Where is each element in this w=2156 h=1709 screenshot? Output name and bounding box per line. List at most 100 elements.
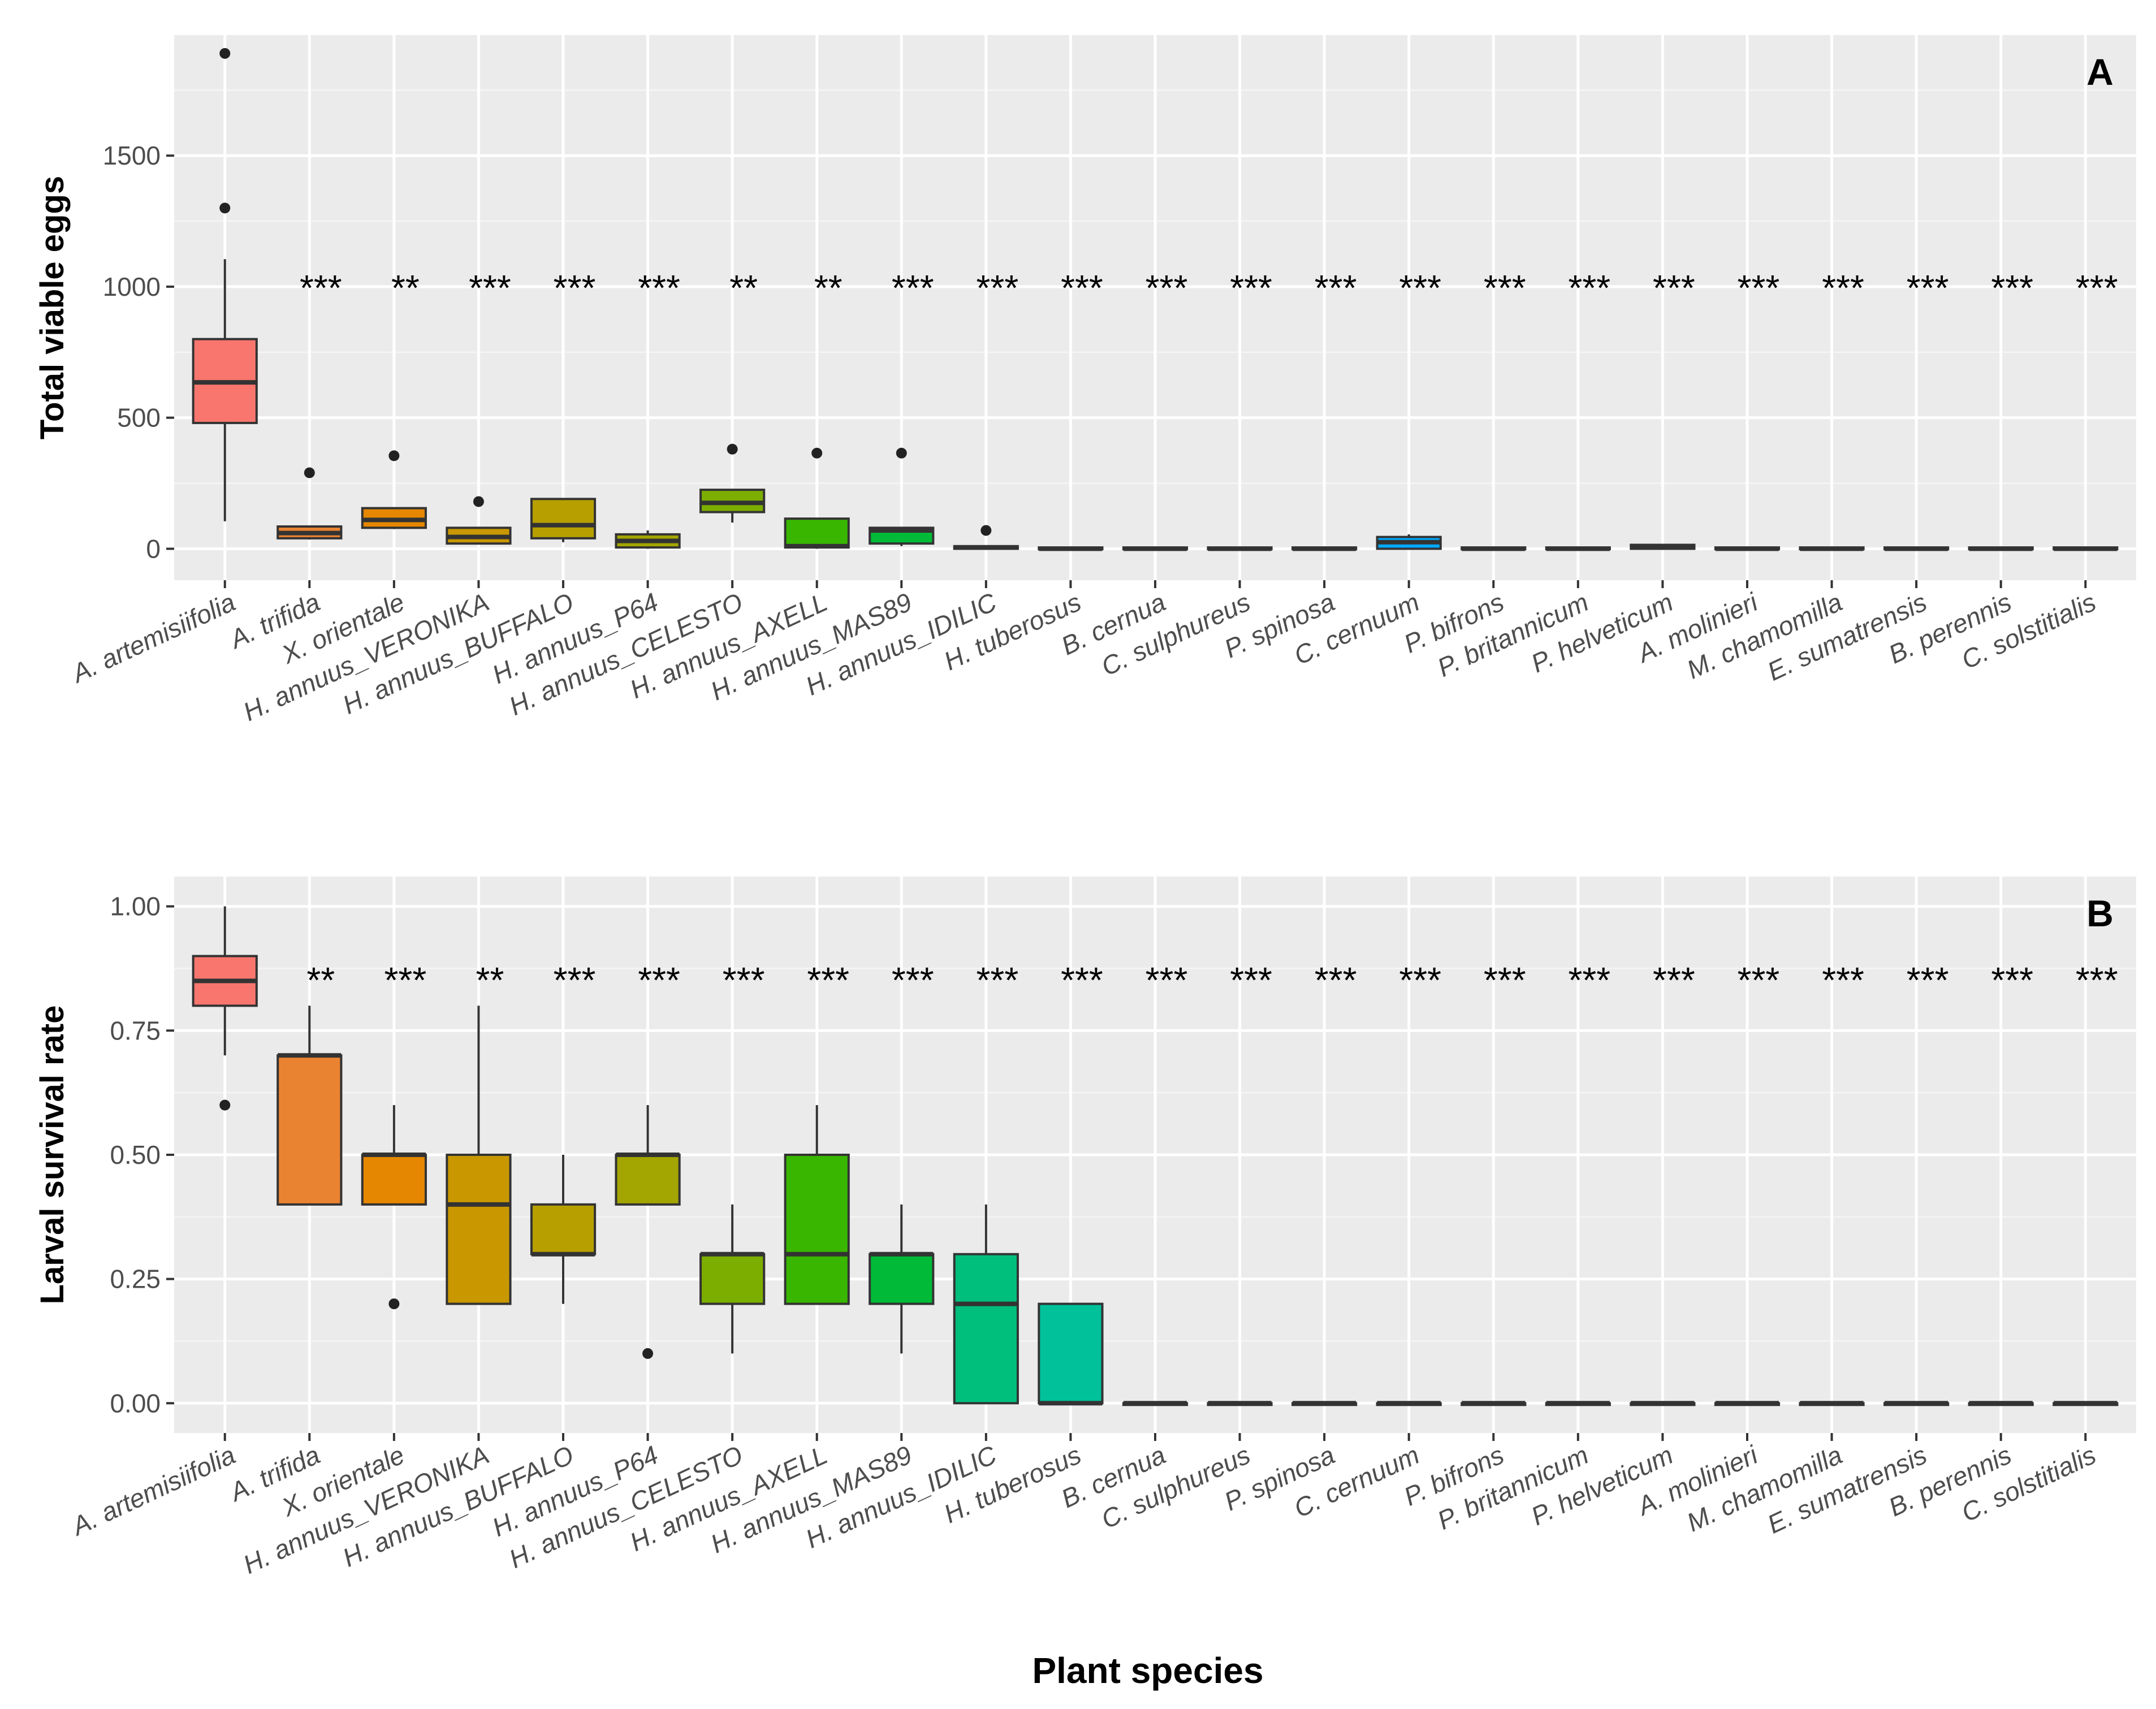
significance-h-annuus-buffalo: *** <box>554 960 596 1000</box>
significance-h-annuus-buffalo: *** <box>554 267 596 308</box>
box-c-solstitialis <box>2053 1401 2119 1406</box>
box-b-cernua <box>1122 546 1189 551</box>
box-p-bifrons <box>1461 546 1527 551</box>
box-m-chamomilla <box>1799 1401 1865 1406</box>
box-iqr <box>276 1054 343 1206</box>
box-h-annuus-celesto <box>699 443 766 523</box>
box-h-annuus-buffalo <box>530 1155 597 1304</box>
box-a-molinieri <box>1714 546 1781 551</box>
outlier-point <box>388 1298 400 1310</box>
panel-label: A <box>2086 51 2114 93</box>
significance-c-solstitialis: *** <box>2076 267 2118 308</box>
box-c-solstitialis <box>2053 546 2119 551</box>
x-axis-title: Plant species <box>1032 1650 1263 1691</box>
box-a-artemisiifolia <box>192 906 258 1111</box>
box-iqr <box>361 1154 427 1206</box>
box-c-cernuum <box>1376 1401 1442 1406</box>
y-tick-label: 1.00 <box>110 892 161 921</box>
significance-m-chamomilla: *** <box>1822 267 1864 308</box>
box-b-cernua <box>1122 1401 1189 1406</box>
significance-h-annuus-axell: *** <box>807 960 849 1000</box>
box-h-annuus-p64 <box>615 1105 681 1359</box>
box-p-helveticum <box>1630 543 1696 550</box>
significance-h-annuus-p64: *** <box>638 267 680 308</box>
box-iqr <box>784 1154 850 1305</box>
significance-m-chamomilla: *** <box>1822 960 1864 1000</box>
box-h-annuus-veronika <box>446 1005 512 1305</box>
y-tick-label: 1500 <box>103 141 161 170</box>
significance-p-helveticum: *** <box>1653 960 1695 1000</box>
significance-h-tuberosus: *** <box>1061 960 1103 1000</box>
box-h-tuberosus <box>1038 546 1104 551</box>
significance-p-britannicum: *** <box>1568 960 1610 1000</box>
significance-p-britannicum: *** <box>1568 267 1610 308</box>
significance-c-solstitialis: *** <box>2076 960 2118 1000</box>
significance-b-cernua: *** <box>1146 960 1188 1000</box>
box-h-annuus-buffalo <box>530 498 597 542</box>
significance-p-bifrons: *** <box>1484 960 1526 1000</box>
box-iqr <box>869 1253 935 1305</box>
box-iqr <box>446 1154 512 1305</box>
box-b-perennis <box>1968 1401 2034 1406</box>
box-c-sulphureus <box>1207 1401 1273 1406</box>
box-h-annuus-idilic <box>953 525 1019 550</box>
y-tick-label: 500 <box>117 403 161 433</box>
significance-c-sulphureus: *** <box>1230 267 1272 308</box>
box-x-orientale <box>361 1105 427 1310</box>
box-h-annuus-veronika <box>446 496 512 545</box>
outlier-point <box>980 525 992 536</box>
box-m-chamomilla <box>1799 546 1865 551</box>
box-h-annuus-axell <box>784 1105 850 1305</box>
y-axis-title: Larval survival rate <box>34 1005 71 1305</box>
box-iqr <box>530 1203 597 1255</box>
box-x-orientale <box>361 450 427 529</box>
significance-b-perennis: *** <box>1991 960 2033 1000</box>
box-p-bifrons <box>1461 1401 1527 1406</box>
significance-h-annuus-mas89: *** <box>892 267 934 308</box>
box-iqr <box>1038 1302 1104 1405</box>
significance-h-annuus-celesto: ** <box>729 267 758 308</box>
significance-h-annuus-celesto: *** <box>723 960 765 1000</box>
box-a-trifida <box>276 1005 343 1206</box>
significance-c-cernuum: *** <box>1399 267 1441 308</box>
box-a-artemisiifolia <box>192 48 258 521</box>
y-tick-label: 0.50 <box>110 1140 161 1169</box>
y-tick-label: 0.25 <box>110 1265 161 1294</box>
outlier-point <box>304 467 315 478</box>
panel-b: 0.000.250.500.751.00A. artemisiifoliaA. … <box>34 877 2136 1579</box>
significance-x-orientale: *** <box>384 960 427 1000</box>
box-h-tuberosus <box>1038 1302 1104 1406</box>
box-e-sumatrensis <box>1883 546 1950 551</box>
box-a-molinieri <box>1714 1401 1781 1406</box>
box-b-perennis <box>1968 546 2034 551</box>
outlier-point <box>219 48 231 59</box>
box-e-sumatrensis <box>1883 1401 1950 1406</box>
box-iqr <box>699 1253 766 1305</box>
y-tick-label: 1000 <box>103 272 161 301</box>
significance-h-annuus-veronika: *** <box>469 267 511 308</box>
significance-h-annuus-idilic: *** <box>977 267 1019 308</box>
box-iqr <box>615 1154 681 1206</box>
significance-a-molinieri: *** <box>1738 960 1780 1000</box>
box-h-annuus-mas89 <box>869 1204 935 1354</box>
box-h-annuus-celesto <box>699 1204 766 1354</box>
box-iqr <box>953 1253 1019 1405</box>
significance-b-perennis: *** <box>1991 267 2033 308</box>
significance-h-annuus-veronika: ** <box>476 960 504 1000</box>
box-h-annuus-p64 <box>615 530 681 549</box>
box-p-spinosa <box>1291 1401 1358 1406</box>
significance-p-helveticum: *** <box>1653 267 1695 308</box>
box-h-annuus-axell <box>784 447 850 549</box>
outlier-point <box>727 443 738 455</box>
box-p-britannicum <box>1545 546 1611 551</box>
significance-p-spinosa: *** <box>1315 960 1357 1000</box>
significance-p-spinosa: *** <box>1315 267 1357 308</box>
box-p-spinosa <box>1291 546 1358 551</box>
box-h-annuus-mas89 <box>869 447 935 546</box>
significance-a-trifida: ** <box>306 960 335 1000</box>
outlier-point <box>896 447 907 459</box>
box-p-britannicum <box>1545 1401 1611 1406</box>
significance-b-cernua: *** <box>1146 267 1188 308</box>
